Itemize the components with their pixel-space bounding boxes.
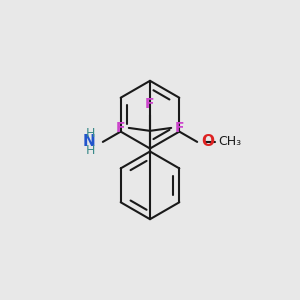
Text: CH₃: CH₃ — [218, 135, 241, 148]
Text: F: F — [116, 121, 125, 135]
Text: O: O — [202, 134, 214, 149]
Text: F: F — [175, 121, 184, 135]
Text: H: H — [86, 144, 95, 157]
Text: H: H — [86, 127, 95, 140]
Text: F: F — [145, 97, 155, 111]
Text: N: N — [83, 134, 95, 149]
